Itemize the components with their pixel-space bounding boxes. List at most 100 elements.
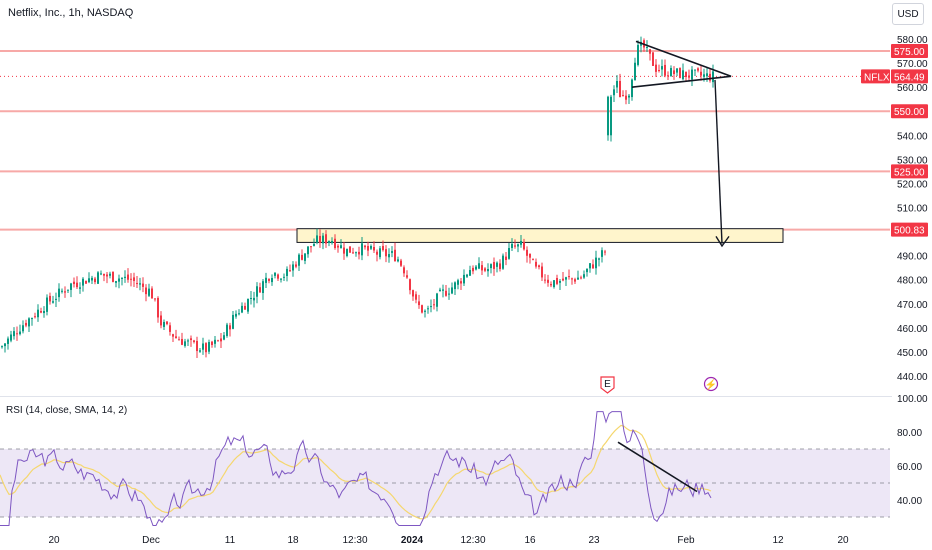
candle-body: [310, 246, 312, 248]
candle-body: [424, 310, 426, 312]
price-tick-label: 530.00: [897, 155, 928, 166]
time-tick-label: 12: [772, 535, 784, 546]
earnings-marker-icon: E: [600, 376, 615, 394]
time-tick-label: 2024: [401, 535, 424, 546]
candle-body: [430, 306, 432, 308]
candle-body: [481, 265, 483, 271]
candle-body: [55, 298, 57, 300]
candle-body: [532, 259, 534, 261]
candle-body: [511, 243, 513, 249]
candle-body: [31, 318, 33, 320]
candle-body: [673, 70, 675, 75]
pane-divider[interactable]: [0, 396, 892, 397]
price-tick-label: 540.00: [897, 131, 928, 142]
candle-body: [427, 308, 429, 310]
candle-body: [208, 342, 210, 352]
candle-body: [157, 297, 159, 318]
candle-body: [118, 278, 120, 282]
candle-body: [391, 251, 393, 253]
candle-body: [175, 336, 177, 339]
candle-body: [319, 235, 321, 243]
candle-body: [670, 68, 672, 77]
candle-body: [286, 268, 288, 277]
chart-title: Netflix, Inc., 1h, NASDAQ: [8, 7, 134, 19]
candle-body: [448, 293, 450, 295]
candle-body: [385, 249, 387, 257]
rsi-indicator-label[interactable]: RSI (14, close, SMA, 14, 2): [6, 405, 128, 416]
candle-body: [19, 331, 21, 335]
candle-body: [499, 263, 501, 270]
time-axis[interactable]: 20 Dec 11 18 12:30 2024 12:30 16 23 Feb 12 20: [48, 535, 849, 546]
candle-body: [313, 244, 315, 246]
candle-body: [589, 263, 591, 269]
candle-body: [472, 267, 474, 272]
candle-body: [16, 333, 18, 335]
candle-body: [232, 314, 234, 329]
candle-body: [445, 290, 447, 296]
candle-body: [586, 268, 588, 273]
candle-body: [58, 288, 60, 298]
currency-button[interactable]: USD: [892, 3, 924, 25]
candle-body: [52, 301, 54, 303]
price-tick-label: 440.00: [897, 372, 928, 383]
candle-body: [400, 260, 402, 266]
candle-body: [505, 256, 507, 260]
rsi-line: [0, 411, 712, 526]
candle-body: [112, 271, 114, 282]
candle-body: [646, 46, 648, 48]
candle-body: [304, 253, 306, 261]
candle-body: [565, 277, 567, 280]
candle-body: [517, 244, 519, 247]
candle-body: [199, 350, 201, 352]
candle-body: [376, 251, 378, 255]
candle-body: [229, 325, 231, 330]
level-price-label: 500.83: [894, 226, 925, 237]
candle-body: [700, 71, 702, 76]
candle-body: [79, 287, 81, 289]
candle-body: [703, 74, 705, 77]
candle-body: [10, 334, 12, 341]
candle-body: [70, 283, 72, 290]
candle-body: [634, 62, 636, 81]
candle-body: [151, 288, 153, 299]
candle-body: [418, 301, 420, 306]
event-markers[interactable]: E ⚡: [600, 376, 719, 394]
target-arrow-shaft: [714, 79, 723, 244]
candle-body: [676, 68, 678, 73]
price-axis[interactable]: 580.00 570.00 560.00 540.00 530.00 520.00 510.…: [861, 35, 928, 383]
candle-body: [259, 287, 261, 293]
candle-body: [595, 257, 597, 269]
candle-body: [262, 281, 264, 294]
candle-body: [706, 73, 708, 77]
candle-body: [289, 270, 291, 272]
candle-body: [523, 242, 525, 250]
candle-body: [664, 64, 666, 76]
candle-body: [316, 235, 318, 243]
candle-body: [514, 245, 516, 247]
candle-body: [124, 276, 126, 278]
candle-body: [604, 251, 606, 253]
candle-body: [679, 68, 681, 78]
candle-body: [529, 253, 531, 258]
candle-body: [250, 297, 252, 299]
candle-body: [40, 311, 42, 313]
candle-body: [457, 280, 459, 285]
candle-body: [163, 321, 165, 327]
time-tick-label: 12:30: [460, 535, 485, 546]
price-tick-label: 470.00: [897, 300, 928, 311]
candle-body: [550, 284, 552, 286]
time-tick-label: 11: [225, 535, 236, 546]
candle-body: [682, 70, 684, 80]
level-price-badge: [891, 164, 928, 179]
rsi-axis[interactable]: 100.00 80.00 60.00 40.00: [897, 394, 928, 507]
candle-body: [397, 259, 399, 262]
candle-body: [571, 278, 573, 280]
candle-body: [214, 339, 216, 344]
candle-body: [121, 277, 123, 279]
candle-body: [103, 273, 105, 276]
candle-body: [631, 79, 633, 98]
candle-body: [466, 274, 468, 277]
candle-body: [649, 49, 651, 54]
candle-body: [7, 338, 9, 344]
